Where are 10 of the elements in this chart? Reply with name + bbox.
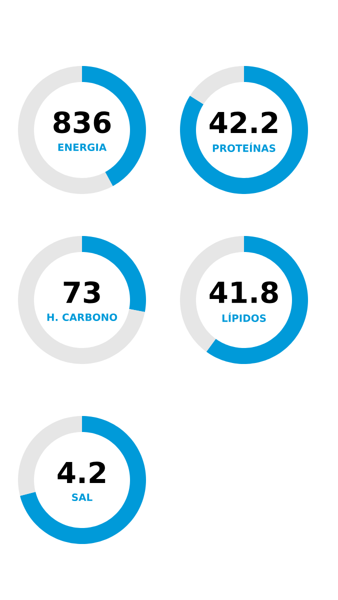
text: SAL (72, 494, 92, 502)
text: ENERGIA (58, 143, 107, 152)
text: 836 (54, 111, 111, 134)
text: PROTEÍNAS (212, 142, 276, 152)
text: H. CARBONO (47, 313, 118, 322)
text: 73 (64, 281, 100, 304)
text: 4.2 (58, 462, 106, 484)
text: 42.2 (210, 112, 278, 134)
text: 41.8 (210, 281, 278, 304)
text: LÍPIDOS (222, 312, 266, 322)
